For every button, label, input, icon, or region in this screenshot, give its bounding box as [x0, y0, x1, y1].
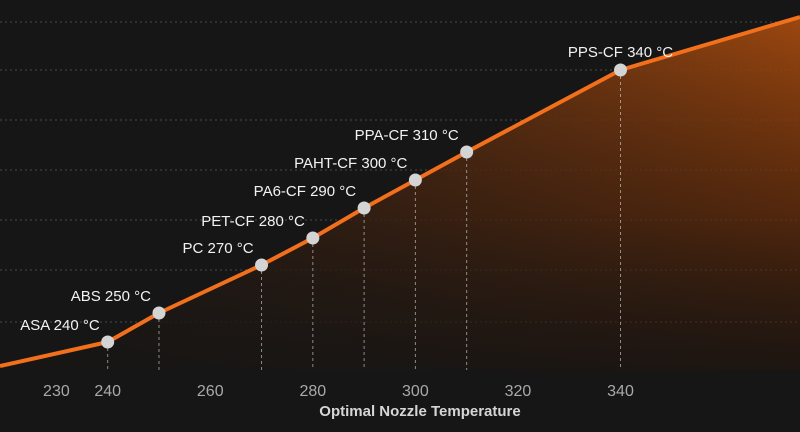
data-point-2 — [255, 258, 269, 272]
series-line — [0, 15, 800, 368]
x-tick-320: 320 — [505, 383, 532, 400]
point-label-7: PPS-CF 340 °C — [568, 44, 673, 61]
drop-lines — [107, 76, 622, 370]
data-point-5 — [408, 173, 422, 187]
data-points — [101, 63, 628, 349]
point-label-3: PET-CF 280 °C — [201, 213, 305, 230]
data-point-1 — [152, 306, 166, 320]
point-label-0: ASA 240 °C — [20, 317, 100, 334]
data-point-6 — [460, 145, 474, 159]
x-tick-340: 340 — [607, 383, 634, 400]
x-tick-240: 240 — [94, 383, 121, 400]
point-labels: ASA 240 °C ABS 250 °C PC 270 °C PET-CF 280 … — [20, 44, 673, 334]
point-label-5: PAHT-CF 300 °C — [294, 155, 407, 172]
data-point-0 — [101, 335, 115, 349]
x-tick-260: 260 — [197, 383, 224, 400]
data-point-3 — [306, 231, 320, 245]
x-axis-title: Optimal Nozzle Temperature — [319, 403, 520, 420]
data-point-4 — [357, 201, 371, 215]
area-fade — [0, 17, 800, 370]
x-tick-300: 300 — [402, 383, 429, 400]
x-tick-230: 230 — [43, 383, 70, 400]
point-label-2: PC 270 °C — [183, 240, 254, 257]
x-axis-ticks: 230 240 260 280 300 320 340 — [43, 383, 634, 400]
area-fill — [0, 17, 800, 370]
point-label-6: PPA-CF 310 °C — [355, 127, 459, 144]
point-label-4: PA6-CF 290 °C — [254, 183, 357, 200]
x-tick-280: 280 — [299, 383, 326, 400]
temperature-line — [0, 15, 800, 368]
point-label-1: ABS 250 °C — [71, 288, 151, 305]
data-point-7 — [614, 63, 628, 77]
